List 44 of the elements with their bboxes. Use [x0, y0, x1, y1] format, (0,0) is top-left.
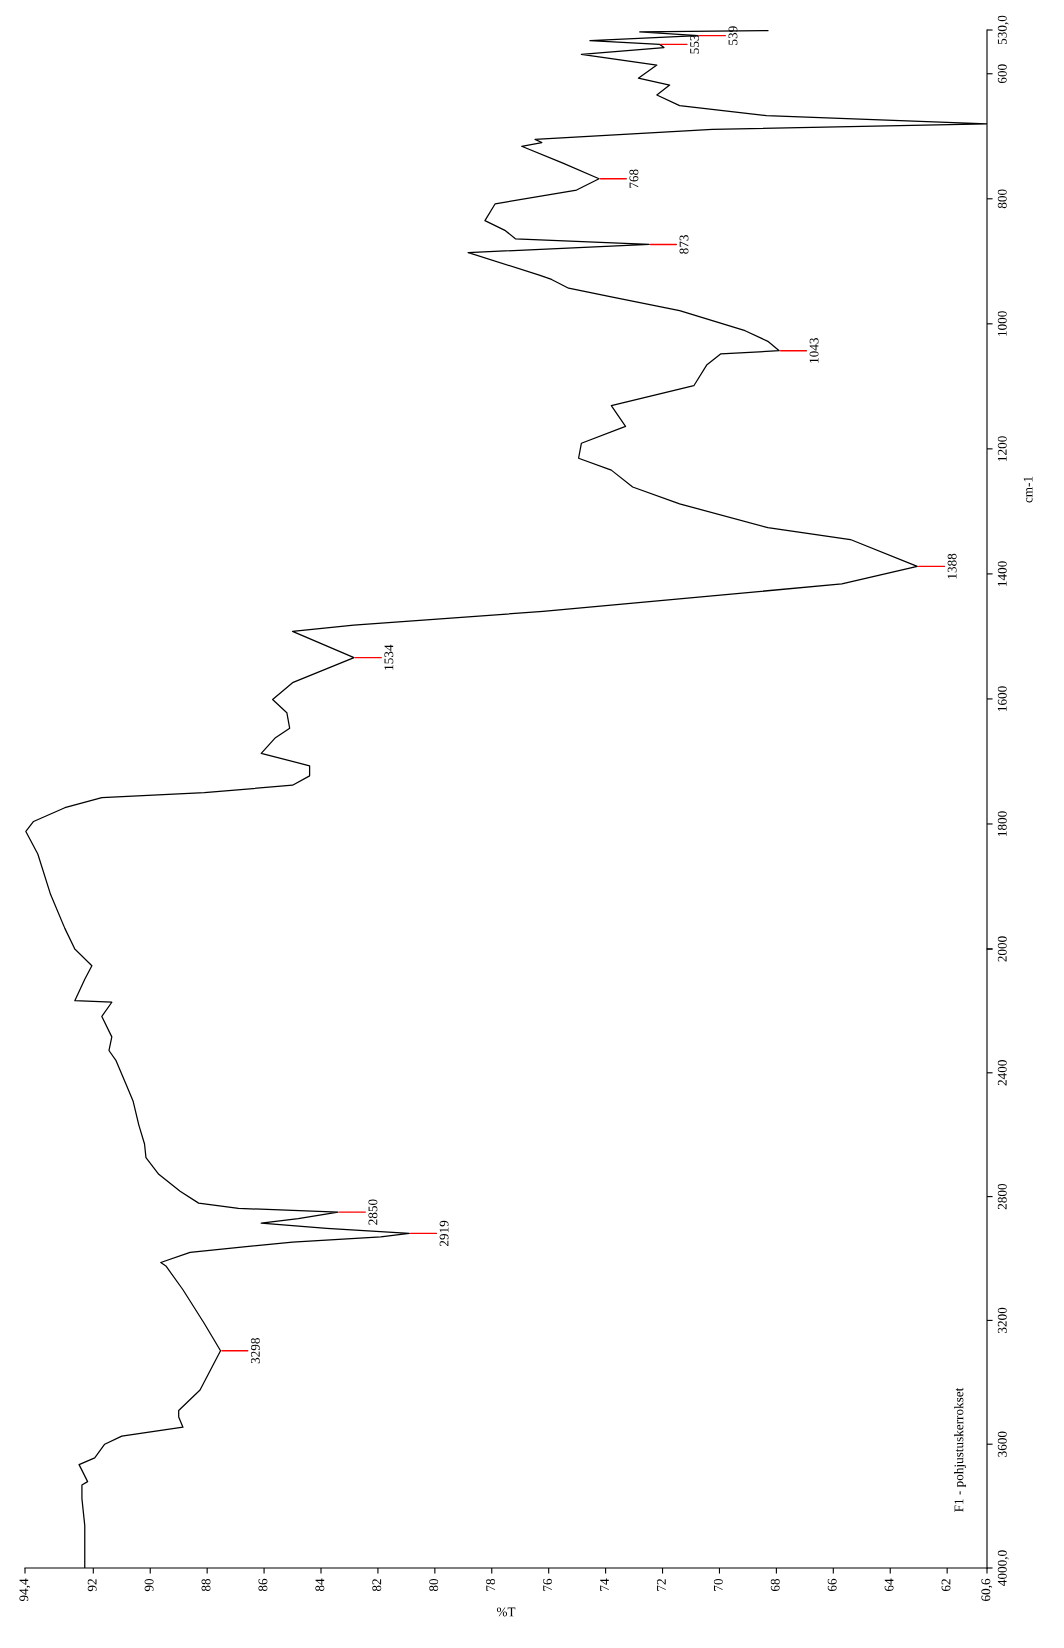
x-tick-label: 84: [315, 1578, 325, 1592]
annotation: 3298: [250, 1338, 260, 1364]
annotation: 768: [629, 169, 639, 188]
y-tick-label: 800: [997, 189, 1007, 209]
x-tick-label: 94,4: [19, 1578, 31, 1602]
text: F1 - pohjustuskerrokset: [954, 1387, 967, 1512]
y-tick-label: 1000: [997, 311, 1007, 336]
x-tick-label: 90: [144, 1578, 154, 1592]
x-tick-label: 64: [884, 1578, 894, 1592]
y-tick-label: 530,0: [997, 15, 1009, 45]
x-tick-label: 74: [600, 1578, 609, 1591]
y-tick-label: 4000,0: [997, 1550, 1009, 1586]
x-axis-title: %T: [496, 1607, 516, 1617]
x-tick-label: 76: [543, 1578, 552, 1591]
y-tick-label: 2400: [997, 1060, 1007, 1086]
x-tick-label: 78: [486, 1578, 496, 1591]
x-tick-label: 92: [87, 1579, 97, 1592]
x-tick-label: 82: [372, 1579, 382, 1592]
x-tick-label: 68: [770, 1578, 780, 1592]
x-tick-label: 86: [258, 1578, 268, 1592]
y-axis-title: cm-1: [1023, 476, 1033, 503]
annotation: 1388: [947, 553, 957, 579]
y-tick-label: 2000: [997, 936, 1007, 962]
annotation: 873: [679, 235, 689, 254]
y-tick-label: 1400: [997, 561, 1007, 586]
y-tick-label: 600: [997, 64, 1007, 84]
x-tick-label: 60,6: [981, 1578, 993, 1601]
x-tick-label: 70: [713, 1578, 723, 1591]
x-tick-label: 66: [827, 1578, 837, 1592]
y-tick-label: 1600: [997, 686, 1007, 711]
annotation: 2850: [368, 1199, 378, 1225]
y-tick-label: 3200: [997, 1307, 1007, 1333]
x-tick-label: 80: [429, 1578, 439, 1592]
x-tick-label: 88: [201, 1578, 211, 1592]
x-tick-label: 62: [941, 1579, 951, 1592]
y-tick-label: 3600: [997, 1431, 1007, 1457]
y-tick-label: 2800: [997, 1183, 1007, 1210]
x-tick-label: 72: [656, 1579, 666, 1591]
annotation: 539: [728, 26, 738, 45]
y-tick-label: 1800: [997, 811, 1007, 836]
annotation: 2919: [439, 1220, 449, 1247]
y-tick-label: 1200: [997, 436, 1007, 461]
annotation: 1043: [809, 338, 819, 363]
annotation: 1534: [384, 644, 394, 670]
